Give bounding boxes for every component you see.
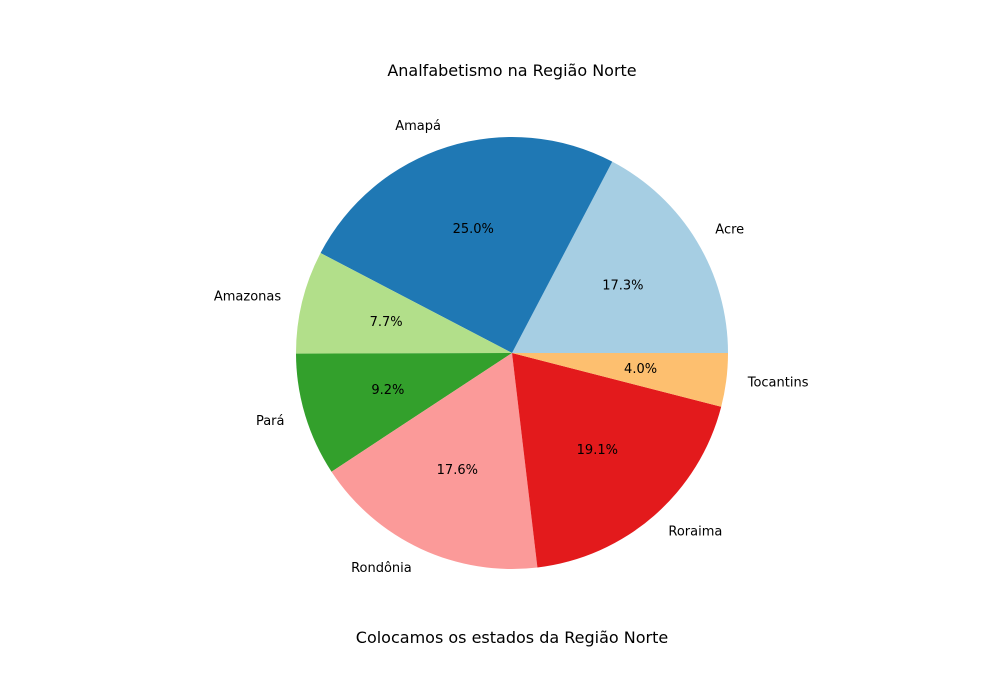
chart-caption: Colocamos os estados da Região Norte bbox=[356, 628, 668, 647]
chart-title: Analfabetismo na Região Norte bbox=[387, 61, 636, 80]
slice-label-rondonia: Rondônia bbox=[351, 561, 412, 576]
slice-label-tocantins: Tocantins bbox=[747, 375, 809, 390]
slice-percent-rondonia: 17.6% bbox=[437, 463, 478, 478]
slice-label-roraima: Roraima bbox=[668, 524, 722, 539]
pie-slice-acre bbox=[512, 161, 728, 353]
slice-label-para: Pará bbox=[256, 414, 285, 429]
pie-slice-amapa bbox=[320, 137, 613, 353]
pie-slice-roraima bbox=[512, 353, 722, 568]
slice-percent-roraima: 19.1% bbox=[577, 443, 618, 458]
slice-label-amazonas: Amazonas bbox=[214, 289, 282, 304]
slice-percent-acre: 17.3% bbox=[602, 278, 643, 293]
slice-percent-tocantins: 4.0% bbox=[624, 362, 657, 377]
pie-slices bbox=[296, 137, 728, 570]
pie-labels: Acre 17.3% Amapá 25.0% Amazonas 7.7% Pará 9.2% R… bbox=[214, 119, 809, 576]
pie-slice-tocantins bbox=[512, 353, 728, 407]
slice-percent-amapa: 25.0% bbox=[453, 222, 494, 237]
slice-label-acre: Acre bbox=[715, 223, 744, 238]
pie-slice-para bbox=[296, 353, 512, 472]
pie-slice-rondonia bbox=[331, 353, 538, 570]
slice-label-amapa: Amapá bbox=[395, 119, 441, 134]
pie-slice-amazonas bbox=[296, 253, 512, 354]
slice-percent-para: 9.2% bbox=[371, 383, 404, 398]
slice-percent-amazonas: 7.7% bbox=[370, 315, 403, 330]
